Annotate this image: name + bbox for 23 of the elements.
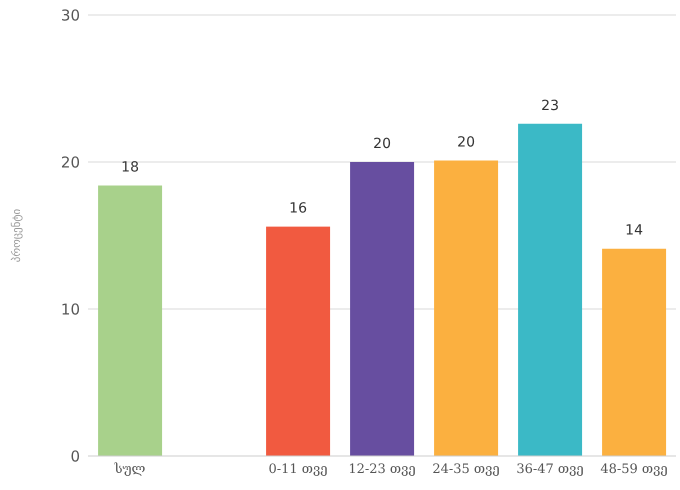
data-label: 23	[541, 98, 559, 114]
bar	[98, 186, 162, 456]
data-label: 20	[373, 136, 391, 152]
x-tick-label: 12-23 თვე	[348, 462, 416, 478]
data-label: 20	[457, 134, 475, 151]
x-tick-label: 24-35 თვე	[432, 462, 500, 478]
x-tick-label: 0-11 თვე	[268, 462, 328, 478]
y-axis-title: პროცენტი	[10, 208, 23, 262]
y-tick-label: 10	[60, 300, 80, 318]
bar	[350, 162, 414, 456]
bar	[518, 124, 582, 456]
y-tick-label: 20	[60, 153, 80, 172]
data-label: 16	[289, 200, 308, 217]
bar	[266, 226, 330, 456]
y-tick-label: 0	[70, 447, 80, 466]
data-label: 18	[121, 160, 139, 176]
x-tick-label: 36-47 თვე	[516, 462, 584, 478]
y-tick-label: 30	[60, 6, 80, 24]
data-label: 14	[625, 222, 644, 239]
bar	[434, 160, 498, 456]
bar	[602, 248, 666, 456]
x-tick-label: სულ	[114, 462, 146, 478]
x-tick-label: 48-59 თვე	[600, 462, 668, 478]
